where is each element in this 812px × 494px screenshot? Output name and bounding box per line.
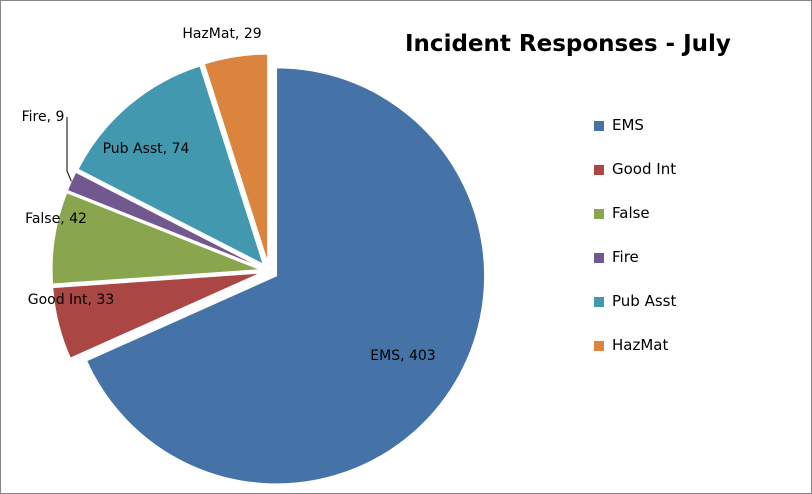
legend-label-false: False	[612, 204, 650, 222]
pie-slice-fire	[66, 171, 262, 268]
leader-line-fire	[66, 117, 72, 182]
legend-swatch-fire	[594, 253, 604, 263]
chart-title: Incident Responses - July	[405, 31, 731, 57]
legend-swatch-hazmat	[594, 341, 604, 351]
data-label-false: False, 42	[25, 211, 87, 227]
legend-label-pub-asst: Pub Asst	[612, 292, 677, 310]
pie-slice-pub-asst	[77, 65, 265, 266]
legend-label-ems: EMS	[612, 116, 644, 134]
legend-swatch-false	[594, 209, 604, 219]
data-label-hazmat: HazMat, 29	[182, 26, 261, 42]
legend-swatch-pub-asst	[594, 297, 604, 307]
data-label-pub-asst: Pub Asst, 74	[103, 141, 190, 157]
leader-lines	[66, 117, 72, 182]
legend-label-fire: Fire	[612, 248, 639, 266]
data-label-good-int: Good Int, 33	[28, 292, 115, 308]
pie-slice-hazmat	[203, 53, 269, 263]
legend-swatch-ems	[594, 121, 604, 131]
legend-swatch-good-int	[594, 165, 604, 175]
legend-label-good-int: Good Int	[612, 160, 677, 178]
pie-slice-false	[51, 192, 261, 285]
legend-label-hazmat: HazMat	[612, 336, 669, 354]
data-labels: EMS, 403 Good Int, 33 False, 42 Fire, 9 Pub …	[22, 26, 436, 364]
data-label-ems: EMS, 403	[370, 348, 435, 364]
data-label-fire: Fire, 9	[22, 109, 65, 125]
pie-slices	[51, 53, 485, 485]
pie-slice-good-int	[52, 272, 261, 359]
pie-slice-ems	[86, 67, 485, 485]
